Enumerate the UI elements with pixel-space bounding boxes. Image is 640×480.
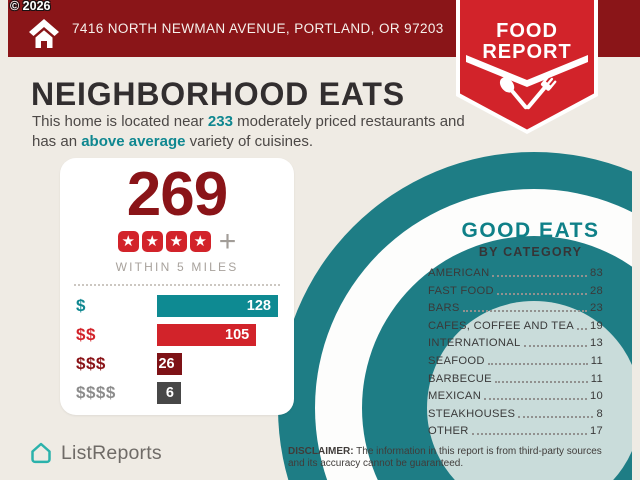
dotted-leader bbox=[496, 292, 587, 295]
badge-title-line1: FOOD bbox=[496, 20, 558, 42]
restaurant-count: 233 bbox=[207, 113, 233, 130]
category-value: 11 bbox=[590, 354, 603, 367]
category-row: AMERICAN 83 bbox=[428, 267, 603, 279]
bar-value: 128 bbox=[246, 298, 271, 314]
dotted-leader bbox=[523, 345, 587, 348]
bar: 105 bbox=[157, 324, 257, 346]
category-row: MEXICAN 10 bbox=[428, 390, 603, 402]
star-icon: ★ bbox=[141, 230, 163, 252]
category-row: STEAKHOUSES 8 bbox=[428, 408, 603, 420]
star-icon: ★ bbox=[165, 230, 187, 252]
category-label: CAFES, COFFEE AND TEA bbox=[428, 319, 574, 332]
restaurant-total: 269 bbox=[126, 160, 228, 229]
price-label: $$$ bbox=[76, 354, 106, 373]
intro-prefix: This home is located near bbox=[32, 113, 208, 130]
good-eats-circle bbox=[8, 0, 632, 480]
category-value: 28 bbox=[589, 284, 603, 297]
price-bar-row: $$$$ 6 bbox=[76, 382, 278, 404]
category-label: BARS bbox=[428, 302, 460, 315]
good-eats-heading: GOOD EATS BY CATEGORY bbox=[428, 219, 633, 259]
circle-interior bbox=[427, 301, 632, 480]
category-label: OTHER bbox=[428, 425, 469, 438]
variety-highlight: above average bbox=[81, 132, 186, 150]
badge-title-line2: REPORT bbox=[482, 41, 571, 63]
bar: 6 bbox=[157, 382, 181, 404]
dotted-leader bbox=[487, 362, 588, 365]
bar-track: 6 bbox=[157, 382, 278, 404]
bar-value: 6 bbox=[165, 385, 174, 401]
bar-track: 128 bbox=[157, 295, 278, 317]
category-label: BARBECUE bbox=[428, 372, 492, 385]
price-bar-chart: $128 $$ 105 $$$ 26 $$$$ 6 bbox=[60, 295, 294, 404]
star-icon: ★ bbox=[189, 230, 211, 252]
disclaimer-label: DISCLAIMER: bbox=[288, 446, 354, 457]
radius-caption: WITHIN 5 MILES bbox=[115, 260, 239, 274]
dotted-leader bbox=[494, 380, 588, 383]
circle-outer-ring bbox=[278, 152, 632, 480]
category-row: OTHER 17 bbox=[428, 425, 603, 437]
price-label: $$ bbox=[76, 325, 96, 344]
intro-suffix: variety of cuisines. bbox=[185, 132, 314, 150]
property-address: 7416 NORTH NEWMAN AVENUE, PORTLAND, OR 9… bbox=[72, 21, 444, 36]
disclaimer-text: The information in this report is from t… bbox=[288, 446, 602, 469]
price-bar-row: $$$ 26 bbox=[76, 353, 278, 375]
category-value: 19 bbox=[589, 319, 603, 332]
copyright-text: © 2026 bbox=[10, 0, 51, 13]
category-value: 11 bbox=[590, 372, 603, 385]
category-row: BARBECUE 11 bbox=[428, 373, 603, 385]
category-row: SEAFOOD 11 bbox=[428, 355, 603, 367]
dotted-leader bbox=[576, 327, 587, 330]
dotted-leader bbox=[462, 310, 587, 313]
disclaimer: DISCLAIMER: The information in this repo… bbox=[288, 446, 616, 469]
star-icon: ★ bbox=[117, 230, 139, 252]
category-label: AMERICAN bbox=[428, 267, 490, 279]
category-label: MEXICAN bbox=[428, 390, 482, 403]
dotted-leader bbox=[518, 415, 594, 418]
category-label: SEAFOOD bbox=[428, 354, 485, 367]
star-rating: ★ ★ ★ ★ + bbox=[60, 224, 294, 258]
bar-value: 105 bbox=[225, 327, 250, 343]
food-report-badge: FOOD REPORT bbox=[456, 0, 598, 134]
category-value: 10 bbox=[589, 390, 603, 403]
category-label: FAST FOOD bbox=[428, 284, 494, 297]
home-icon bbox=[29, 19, 59, 48]
utensils-icon bbox=[499, 75, 557, 110]
page-title: NEIGHBORHOOD EATS bbox=[31, 76, 405, 112]
dotted-leader bbox=[484, 398, 587, 401]
intro-mid: moderately priced restaurants and has an bbox=[32, 113, 465, 150]
dotted-divider bbox=[74, 284, 280, 286]
category-value: 23 bbox=[589, 302, 603, 315]
category-list: AMERICAN 83 FAST FOOD 28 BARS 23 CAFES, COFFEE… bbox=[428, 267, 603, 443]
restaurant-stat-card: 269 ★ ★ ★ ★ + WITHIN 5 MILES $128 $$ 105 $$$ 26 $… bbox=[60, 158, 294, 415]
category-value: 13 bbox=[589, 337, 603, 350]
badge-chevron bbox=[466, 55, 588, 87]
category-row: CAFES, COFFEE AND TEA 19 bbox=[428, 320, 603, 332]
intro-paragraph: This home is located near 233 moderately… bbox=[32, 112, 466, 151]
plus-sign: + bbox=[218, 224, 237, 258]
bar-track: 105 bbox=[157, 324, 278, 346]
listreports-house-icon bbox=[31, 442, 51, 464]
dotted-leader bbox=[471, 433, 587, 436]
category-row: BARS 23 bbox=[428, 302, 603, 314]
category-value: 83 bbox=[589, 267, 603, 279]
category-row: FAST FOOD 28 bbox=[428, 285, 603, 297]
price-label: $ bbox=[76, 296, 86, 315]
price-label: $$$$ bbox=[76, 383, 116, 402]
category-value: 17 bbox=[589, 425, 603, 438]
price-bar-row: $128 bbox=[76, 295, 278, 317]
bar: 26 bbox=[157, 353, 182, 375]
price-bar-row: $$ 105 bbox=[76, 324, 278, 346]
good-eats-title: GOOD EATS bbox=[461, 219, 600, 242]
bar-value: 26 bbox=[158, 356, 175, 372]
bar-track: 26 bbox=[157, 353, 278, 375]
category-label: INTERNATIONAL bbox=[428, 337, 521, 350]
brand-name: ListReports bbox=[61, 441, 162, 464]
good-eats-subtitle: BY CATEGORY bbox=[478, 245, 583, 259]
category-value: 8 bbox=[596, 407, 603, 420]
dotted-leader bbox=[492, 275, 587, 277]
category-label: STEAKHOUSES bbox=[428, 407, 516, 420]
bar: 128 bbox=[157, 295, 278, 317]
category-row: INTERNATIONAL 13 bbox=[428, 337, 603, 349]
listreports-logo: ListReports bbox=[28, 440, 162, 466]
